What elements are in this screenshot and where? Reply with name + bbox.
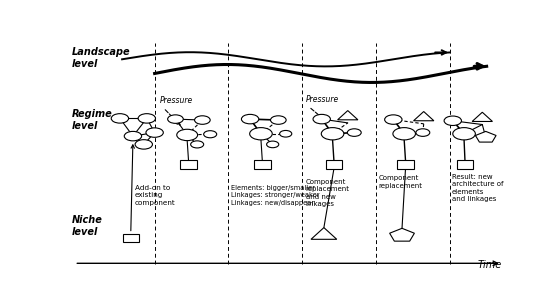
Circle shape <box>146 128 164 137</box>
Circle shape <box>111 114 129 123</box>
Circle shape <box>416 129 430 136</box>
Circle shape <box>444 116 461 126</box>
Text: Elements: bigger/smaller
Linkages: stronger/weaker
Linkages: new/disappear: Elements: bigger/smaller Linkages: stron… <box>231 185 319 206</box>
Text: Component
replacement
and new
linkages: Component replacement and new linkages <box>306 179 349 207</box>
Circle shape <box>279 130 292 137</box>
Text: Time: Time <box>478 260 502 270</box>
Polygon shape <box>475 131 496 142</box>
Circle shape <box>270 116 286 124</box>
Text: Landscape
level: Landscape level <box>72 48 131 69</box>
Circle shape <box>204 131 217 138</box>
Circle shape <box>250 128 272 140</box>
Text: Result: new
architecture of
elements
and linkages: Result: new architecture of elements and… <box>452 174 503 202</box>
Bar <box>457 160 473 169</box>
Circle shape <box>385 115 402 124</box>
Circle shape <box>135 140 152 149</box>
Circle shape <box>453 128 475 140</box>
Circle shape <box>138 114 156 123</box>
Circle shape <box>124 131 142 141</box>
Polygon shape <box>472 112 492 122</box>
Polygon shape <box>311 227 337 239</box>
Circle shape <box>393 128 416 140</box>
Text: Niche
level: Niche level <box>72 215 103 237</box>
Circle shape <box>347 129 361 136</box>
Bar <box>325 160 342 169</box>
Text: Pressure: Pressure <box>306 95 339 104</box>
Bar <box>180 160 197 169</box>
Circle shape <box>177 129 198 141</box>
Circle shape <box>241 115 259 124</box>
Text: Component
replacement: Component replacement <box>378 175 422 188</box>
Circle shape <box>194 116 210 124</box>
Polygon shape <box>390 228 414 241</box>
Polygon shape <box>413 111 434 121</box>
Circle shape <box>321 128 344 140</box>
Bar <box>123 234 138 242</box>
Circle shape <box>190 141 204 148</box>
Text: Add-on to
existing
component: Add-on to existing component <box>135 185 176 206</box>
Circle shape <box>267 141 279 148</box>
Polygon shape <box>338 111 358 120</box>
Circle shape <box>167 115 183 123</box>
Bar <box>254 160 270 169</box>
Bar <box>397 160 414 169</box>
Circle shape <box>313 115 330 124</box>
Text: Regime
level: Regime level <box>72 109 113 130</box>
Text: Pressure: Pressure <box>160 96 194 105</box>
